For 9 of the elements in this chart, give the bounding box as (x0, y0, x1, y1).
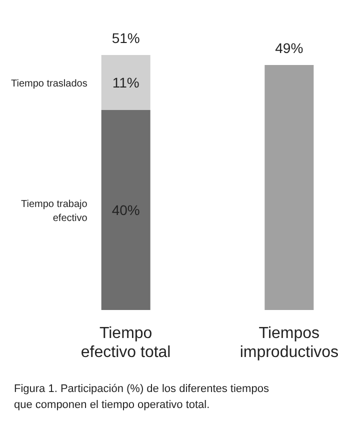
total-label: 51% (112, 30, 140, 46)
total-label: 49% (275, 40, 304, 56)
series-label: Tiempo traslados (11, 78, 88, 90)
series-label: Tiempo trabajo efectivo (21, 199, 88, 224)
data-label: 40% (112, 202, 140, 218)
data-label: 11% (112, 74, 140, 90)
x-tick-label: Tiempo efectivo total (80, 325, 171, 361)
x-tick-label: Tiempos improductivos (240, 325, 338, 361)
text: Figura 1. Participación (%) de los diferentes tiempos que componen el tiempo operativo total. (14, 383, 270, 411)
